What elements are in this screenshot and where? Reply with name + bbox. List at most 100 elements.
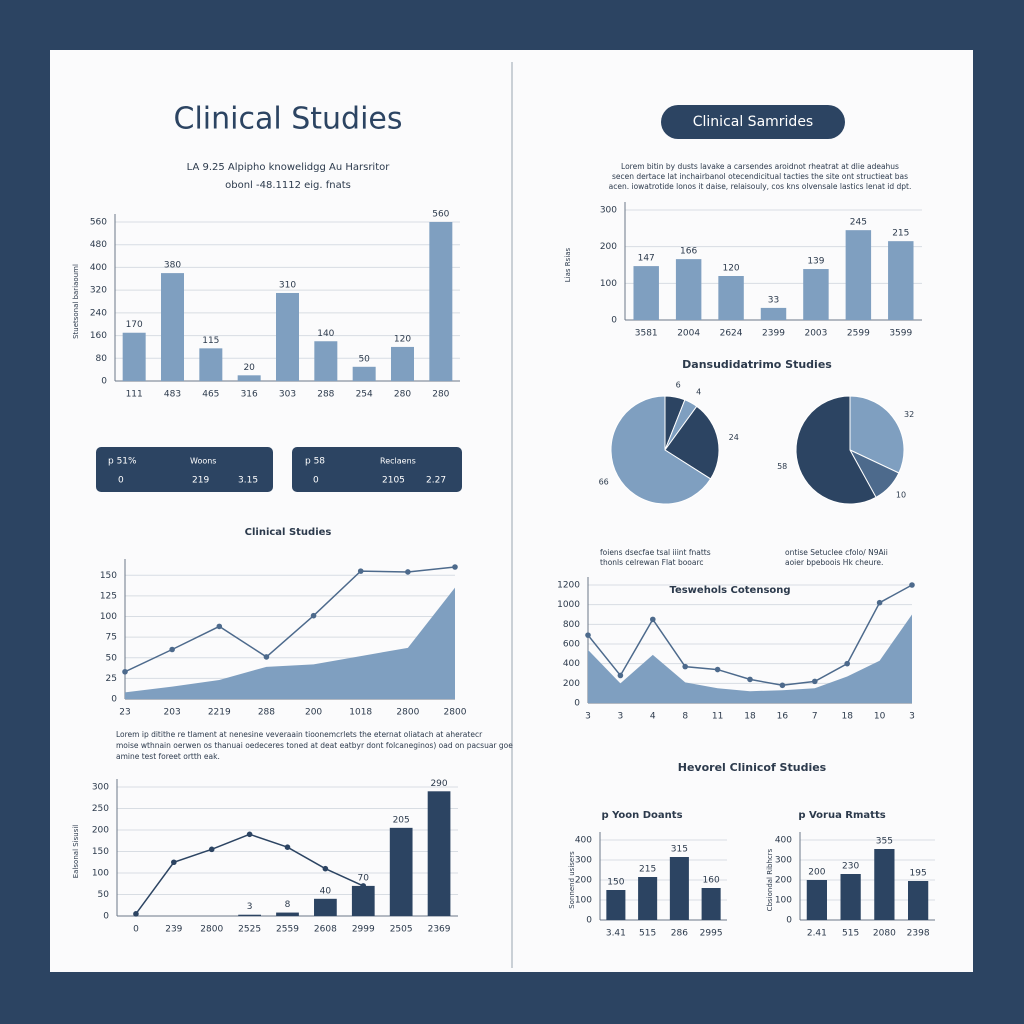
y-tick-label: 100 [92, 869, 109, 879]
y-tick-label: 400 [575, 836, 592, 846]
y-tick-label: 125 [100, 591, 117, 601]
bar [314, 898, 337, 916]
x-tick-label: 2995 [700, 929, 723, 939]
bar [427, 791, 451, 916]
x-tick-label: 254 [356, 390, 373, 400]
data-label: 310 [279, 280, 296, 290]
slice-label: 4 [696, 388, 701, 397]
area [125, 587, 455, 699]
y-axis-label: Lias Rsias [564, 247, 572, 282]
bar [803, 269, 829, 320]
note: amine test foreet ortth eak. [116, 752, 220, 761]
y-tick-label: 0 [101, 377, 107, 387]
x-tick-label: 2800 [200, 925, 223, 935]
x-tick-label: 2800 [444, 708, 467, 718]
chart-title: Teswehols Cotensong [669, 585, 790, 596]
chart-title: Clinical Studies [245, 527, 332, 538]
marker [360, 883, 367, 889]
stat-label: Reclaens [380, 457, 416, 466]
stat-value: 0 [118, 476, 124, 486]
x-tick-label: 515 [842, 929, 859, 939]
bar [669, 857, 689, 920]
marker [452, 564, 458, 570]
x-tick-label: 11 [712, 712, 723, 722]
marker [322, 865, 329, 872]
slice-label: 10 [896, 491, 906, 500]
x-tick-label: 280 [432, 390, 449, 400]
data-label: 215 [892, 229, 909, 239]
marker [909, 582, 915, 588]
marker [844, 660, 850, 667]
data-label: 355 [876, 837, 893, 847]
stat-label: Woons [190, 457, 216, 466]
y-tick-label: 100 [600, 279, 617, 289]
slice-label: 58 [777, 462, 787, 471]
bar [718, 276, 744, 320]
x-tick-label: 3581 [635, 329, 658, 339]
x-tick-label: 200 [305, 708, 322, 718]
y-tick-label: 300 [575, 856, 592, 866]
data-label: 33 [768, 295, 779, 305]
note: moise wthnain oerwen os thanuai oedecere… [116, 741, 513, 750]
x-tick-label: 2080 [873, 929, 896, 939]
y-tick-label: 200 [575, 876, 592, 886]
area [588, 614, 912, 703]
y-tick-label: 0 [111, 695, 117, 705]
marker [812, 678, 818, 685]
x-tick-label: 3 [909, 712, 915, 722]
bar [806, 880, 827, 920]
y-tick-label: 160 [90, 331, 107, 341]
stat-value: 2.27 [426, 476, 446, 486]
x-tick-label: 16 [777, 712, 789, 722]
data-label: 120 [394, 334, 411, 344]
marker [650, 616, 656, 623]
x-tick-label: 2369 [428, 925, 451, 935]
chart-title: p Yoon Doants [601, 810, 682, 821]
data-label: 560 [432, 210, 449, 220]
y-tick-label: 300 [775, 856, 792, 866]
marker [208, 846, 215, 853]
marker [133, 911, 139, 917]
y-tick-label: 0 [574, 699, 580, 709]
x-tick-label: 2599 [847, 329, 870, 339]
x-tick-label: 483 [164, 390, 181, 400]
slice-label: 66 [599, 477, 609, 486]
note: aoier bpeboois Hk cheure. [785, 558, 883, 567]
x-tick-label: 2525 [238, 925, 261, 935]
line [124, 566, 456, 673]
section-heading: Hevorel Clinicof Studies [678, 761, 827, 774]
marker [779, 682, 786, 689]
data-label: 8 [285, 900, 291, 910]
bar [701, 888, 721, 920]
bar [429, 222, 453, 381]
y-tick-label: 200 [600, 242, 617, 252]
x-tick-label: 4 [650, 712, 656, 722]
x-tick-label: 1018 [349, 708, 372, 718]
data-label: 315 [671, 845, 688, 855]
y-tick-label: 200 [775, 876, 792, 886]
pie-slice [795, 395, 877, 505]
intro: acen. iowatrotide lonos it daise, relais… [609, 182, 912, 191]
bar [389, 827, 413, 916]
x-tick-label: 8 [682, 712, 688, 722]
bar [199, 348, 223, 381]
x-tick-label: 7 [812, 712, 818, 722]
y-tick-label: 300 [92, 783, 109, 793]
data-label: 215 [639, 865, 656, 875]
section-heading: Dansudidatrimo Studies [682, 358, 832, 371]
data-label: 160 [703, 876, 720, 886]
intro: Lorem bitin by dusts lavake a carsendes … [621, 162, 899, 171]
stat-title: p 51% [108, 457, 137, 467]
y-tick-label: 400 [90, 263, 107, 273]
data-label: 195 [910, 869, 927, 879]
stat-value: 2105 [382, 476, 405, 486]
bar [352, 366, 376, 381]
marker [405, 569, 411, 575]
y-tick-label: 100 [100, 612, 117, 622]
bar [888, 241, 914, 320]
x-tick-label: 2399 [762, 329, 785, 339]
marker [284, 844, 291, 850]
y-tick-label: 200 [563, 679, 580, 689]
y-tick-label: 50 [98, 890, 110, 900]
